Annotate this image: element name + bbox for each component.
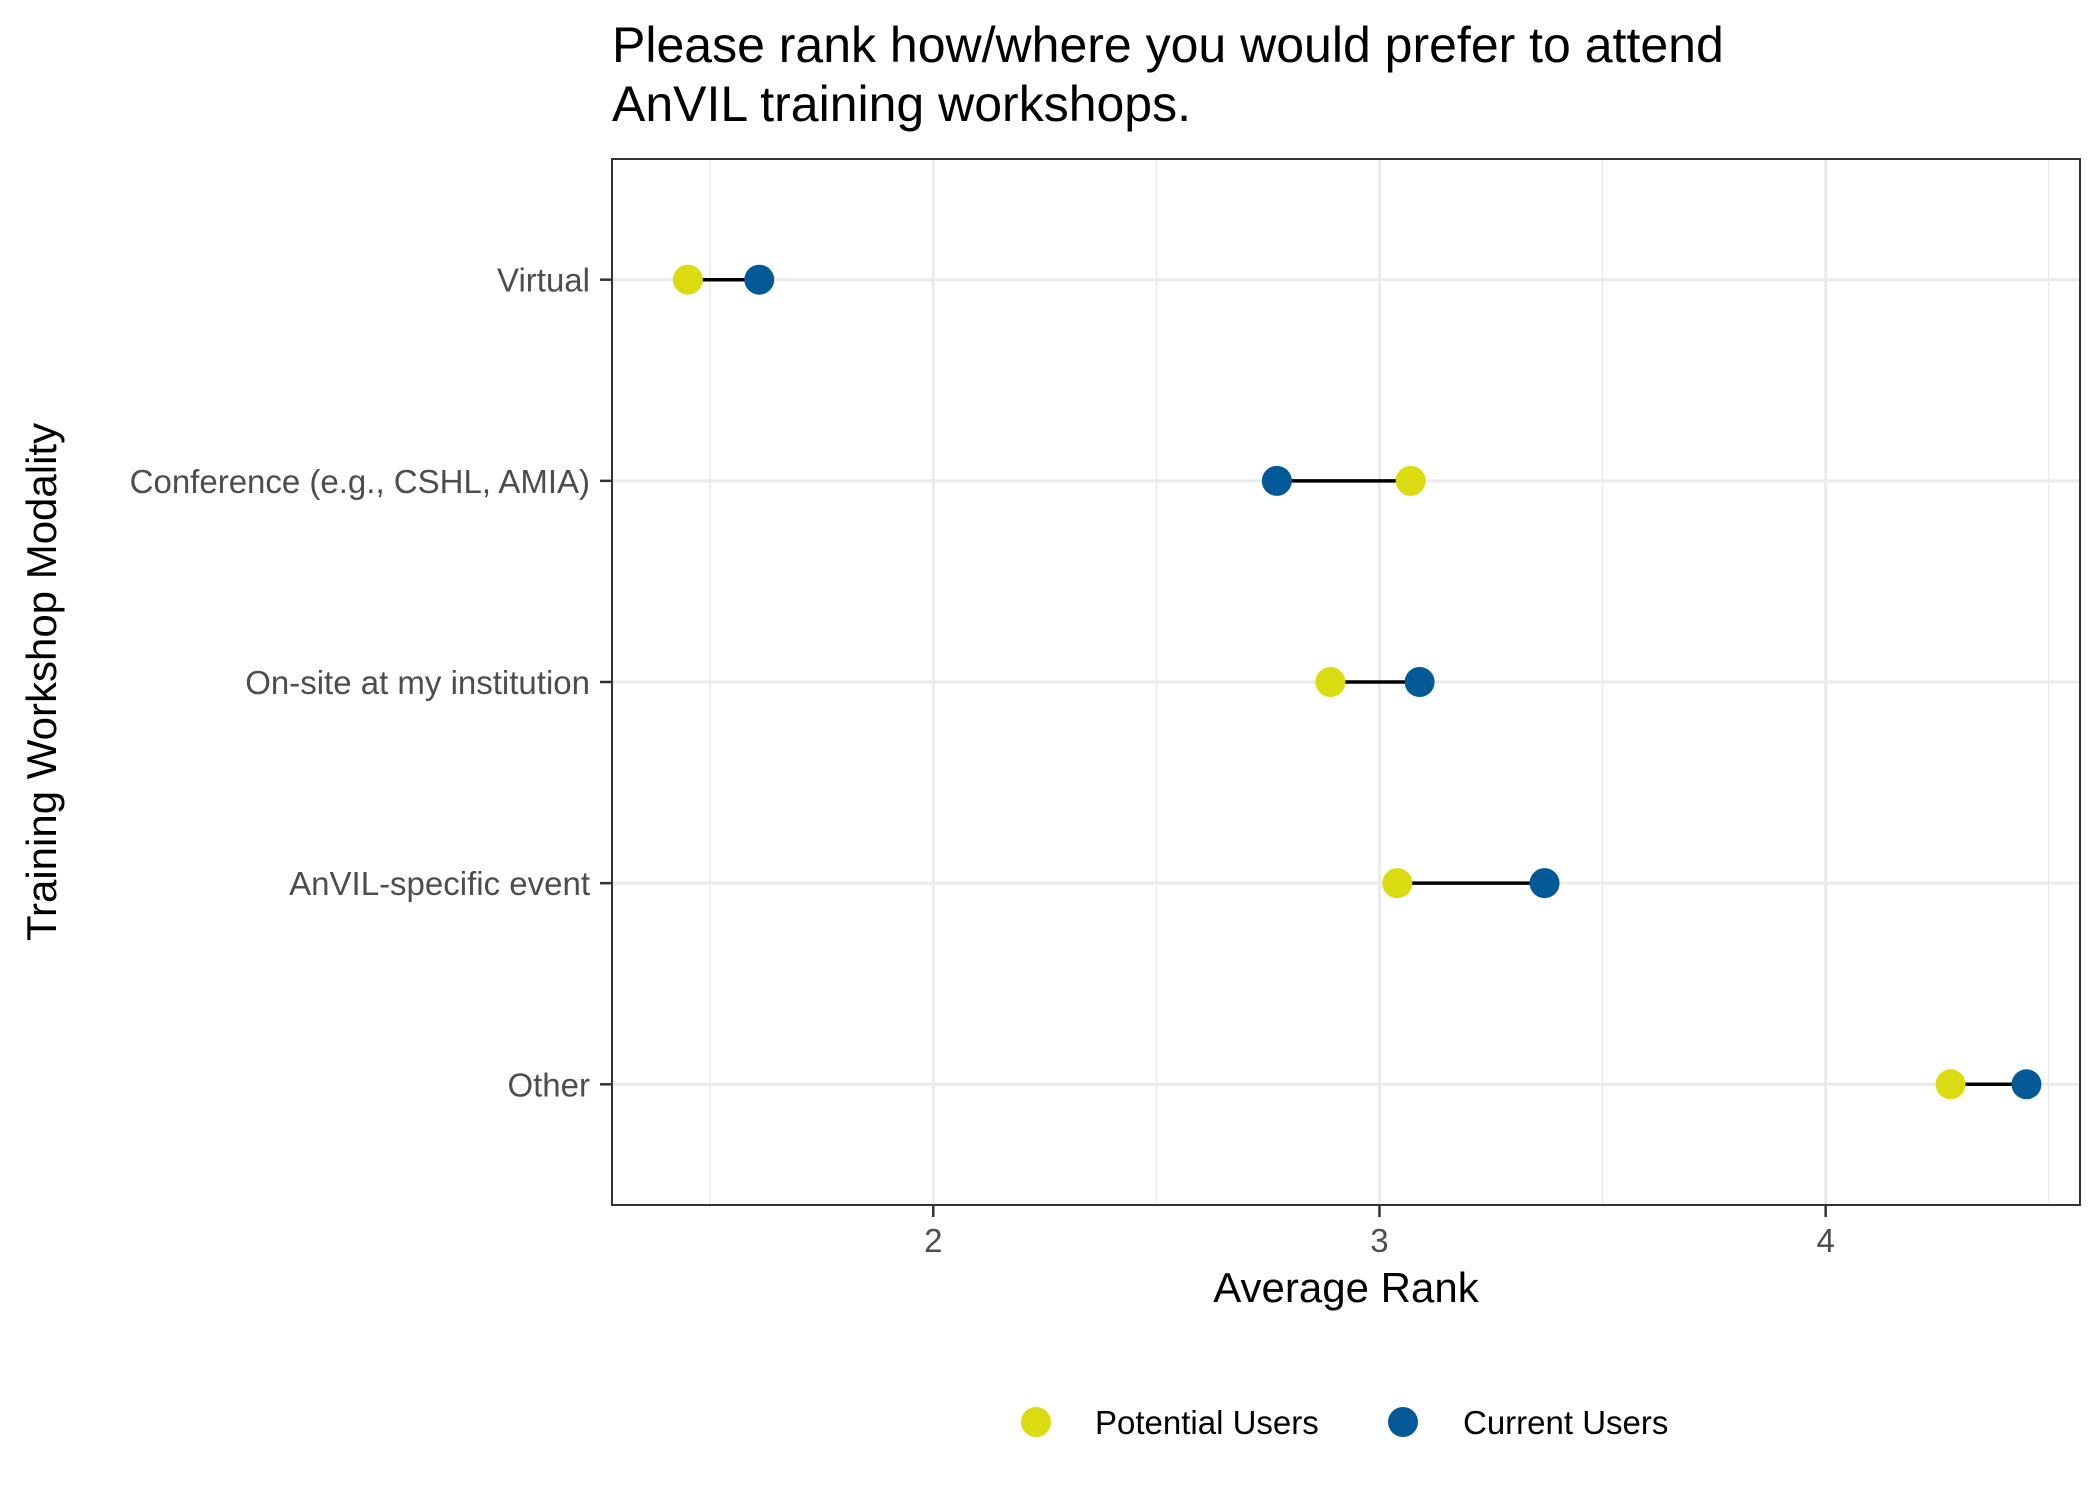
current-users-point xyxy=(1529,868,1560,899)
y-axis: Virtual Conference (e.g., CSHL, AMIA) On-s… xyxy=(130,262,612,1103)
x-tick-label: 2 xyxy=(924,1222,942,1259)
current-users-point xyxy=(744,264,775,295)
data-points xyxy=(672,264,2042,1100)
potential-users-point xyxy=(672,264,703,295)
chart-title: Please rank how/where you would prefer t… xyxy=(612,17,1724,132)
potential-users-point xyxy=(1395,465,1426,496)
potential-users-point xyxy=(1315,667,1346,697)
potential-users-point xyxy=(1935,1069,1966,1100)
x-axis: 2 3 4 xyxy=(924,1205,1835,1259)
y-tick-label: AnVIL-specific event xyxy=(289,865,590,902)
current-users-point xyxy=(2011,1069,2042,1100)
y-tick-label: Virtual xyxy=(497,262,590,299)
potential-users-point xyxy=(1382,868,1413,899)
chart-title-line-2: AnVIL training workshops. xyxy=(612,76,1191,132)
legend-key-current-users xyxy=(1388,1407,1418,1437)
current-users-point xyxy=(1404,667,1435,697)
y-tick-label: Other xyxy=(507,1066,590,1103)
x-tick-label: 4 xyxy=(1816,1222,1834,1259)
y-tick-label: Conference (e.g., CSHL, AMIA) xyxy=(130,463,590,500)
y-tick-label: On-site at my institution xyxy=(245,664,590,701)
chart-title-line-1: Please rank how/where you would prefer t… xyxy=(612,17,1724,73)
legend-key-potential-users xyxy=(1021,1407,1051,1437)
x-tick-label: 3 xyxy=(1370,1222,1388,1259)
legend-label-potential-users: Potential Users xyxy=(1095,1404,1319,1441)
y-axis-title: Training Workshop Modality xyxy=(18,423,65,941)
legend-label-current-users: Current Users xyxy=(1463,1404,1668,1441)
legend: Potential Users Current Users xyxy=(1021,1404,1668,1441)
x-axis-title: Average Rank xyxy=(1213,1264,1479,1311)
current-users-point xyxy=(1261,465,1292,496)
